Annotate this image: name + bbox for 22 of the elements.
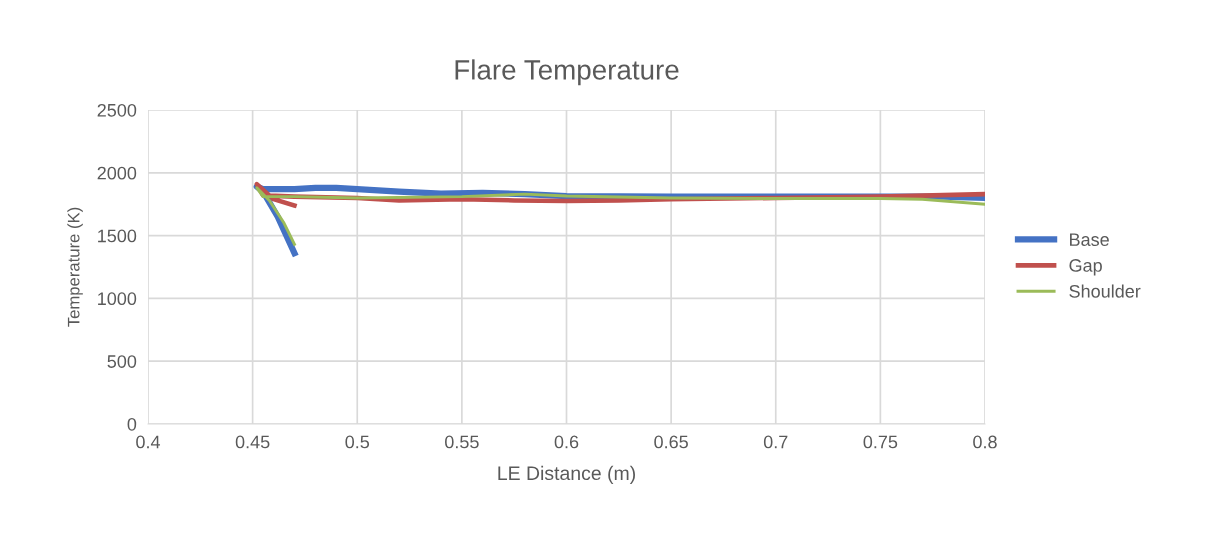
legend-label: Gap — [1069, 259, 1102, 276]
x-tick-label: 0.55 — [445, 435, 479, 449]
x-tick-label: 0.45 — [235, 435, 270, 449]
y-tick-label: 2000 — [97, 166, 137, 180]
y-tick-label: 500 — [107, 355, 137, 368]
x-tick-label: 0.8 — [973, 435, 997, 449]
x-tick-label: 0.75 — [863, 435, 898, 449]
x-tick-label: 0.65 — [654, 435, 688, 449]
line-series — [255, 186, 985, 246]
x-tick-label: 0.5 — [345, 435, 370, 449]
x-tick-label: 0.7 — [763, 435, 788, 449]
y-tick-label: 2500 — [97, 103, 137, 117]
y-tick-label: 0 — [127, 417, 137, 431]
chart-title: Flare Temperature — [455, 59, 679, 86]
legend-label: Base — [1070, 233, 1109, 246]
y-tick-label: 1500 — [98, 229, 137, 243]
legend-label: Shoulder — [1069, 284, 1141, 298]
x-tick-label: 0.4 — [136, 435, 161, 449]
x-tick-label: 0.6 — [554, 435, 579, 449]
y-axis-title: Temperature (K) — [67, 207, 83, 327]
x-axis-title: LE Distance (m) — [498, 465, 635, 484]
y-tick-label: 1000 — [98, 292, 137, 306]
